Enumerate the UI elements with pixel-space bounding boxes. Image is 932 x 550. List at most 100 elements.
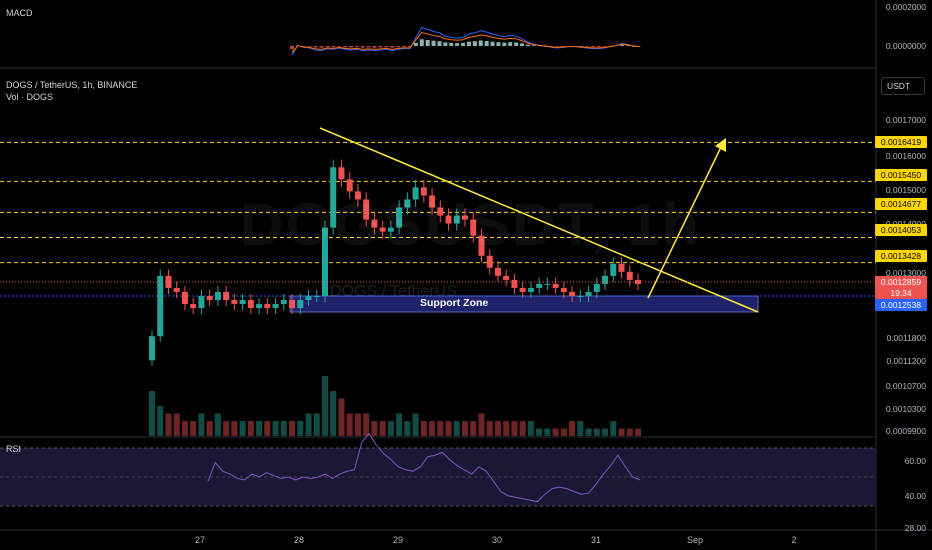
volume-bar <box>231 421 238 436</box>
volume-bar <box>437 421 444 436</box>
candle-body <box>437 207 444 216</box>
volume-bar <box>214 413 221 436</box>
macd-histogram-bar <box>343 46 348 48</box>
candle-body <box>338 167 345 180</box>
volume-bar <box>354 413 361 436</box>
macd-histogram-bar <box>290 46 294 50</box>
macd-histogram-bar <box>584 46 589 47</box>
level-badge: 0.0016419 <box>875 136 927 148</box>
candle-body <box>569 291 576 296</box>
volume-bar <box>305 413 312 436</box>
volume-bar <box>297 421 304 436</box>
rsi-axis-tick: 60.00 <box>904 456 926 466</box>
volume-bar <box>181 421 188 436</box>
volume-bar <box>346 413 353 436</box>
rsi-line <box>207 432 641 503</box>
volume-bar <box>560 428 567 436</box>
projection-arrowhead <box>715 138 726 152</box>
macd-histogram-bar <box>425 40 430 46</box>
macd-histogram-bar <box>319 46 324 48</box>
macd-histogram-bar <box>484 40 489 46</box>
currency-button[interactable]: USDT <box>881 77 925 95</box>
volume-bar <box>618 428 625 436</box>
candle-body <box>486 255 493 268</box>
macd-histogram-bar <box>472 41 477 46</box>
candle-body <box>149 336 155 361</box>
volume-bar <box>470 421 477 436</box>
projection-arrow[interactable] <box>647 144 723 299</box>
time-axis-tick: Sep <box>686 535 704 545</box>
candle-body <box>396 207 403 228</box>
volume-bar <box>626 428 633 436</box>
macd-histogram-bar <box>620 45 625 46</box>
volume-bar <box>256 421 263 436</box>
volume-bar <box>280 421 287 436</box>
macd-histogram-bar <box>520 43 525 46</box>
macd-label[interactable]: MACD <box>6 8 33 18</box>
candle-body <box>527 287 534 292</box>
candle-body <box>181 291 188 305</box>
candle-body <box>272 304 279 309</box>
candle-body <box>453 215 460 224</box>
candle-body <box>552 283 559 288</box>
price-axis-tick: 0.0015000 <box>885 185 926 195</box>
candle-body <box>544 283 551 285</box>
volume-bar <box>486 421 493 436</box>
volume-bar <box>552 428 559 436</box>
volume-bar <box>321 376 328 436</box>
macd-histogram-bar <box>313 46 318 48</box>
macd-line <box>291 26 641 56</box>
time-axis-tick: 29 <box>392 535 404 545</box>
time-axis-tick: 28 <box>293 535 305 545</box>
candle-body <box>313 295 320 297</box>
candle-body <box>470 219 477 236</box>
macd-histogram-bar <box>307 46 312 47</box>
time-axis-tick: 27 <box>194 535 206 545</box>
macd-histogram-bar <box>384 46 389 48</box>
symbol-title[interactable]: DOGS / TetherUS, 1h, BINANCE <box>6 80 138 90</box>
candle-body <box>206 295 213 300</box>
candle-body <box>363 199 370 220</box>
macd-histogram-bar <box>478 40 483 46</box>
candle-body <box>231 300 238 305</box>
candle-body <box>577 295 584 297</box>
volume-bar <box>264 421 271 436</box>
volume-bar <box>379 421 386 436</box>
level-badge: 0.0014677 <box>875 198 927 210</box>
volume-bar <box>223 421 230 436</box>
volume-bar <box>635 428 641 436</box>
volume-bar <box>602 428 609 436</box>
candle-body <box>602 275 609 284</box>
candle-body <box>264 304 271 309</box>
macd-histogram-bar <box>508 42 513 46</box>
volume-bar <box>396 413 403 436</box>
macd-histogram-bar <box>437 41 442 46</box>
candle-body <box>412 187 419 200</box>
candle-body <box>223 291 230 300</box>
level-badge: 0.0013428 <box>875 250 927 262</box>
rsi-label[interactable]: RSI <box>6 444 22 454</box>
time-axis-tick: 31 <box>590 535 602 545</box>
time-axis-tick: 30 <box>491 535 503 545</box>
volume-bar <box>536 428 543 436</box>
macd-histogram-bar <box>531 45 536 46</box>
candle-body <box>297 300 304 309</box>
descending-trendline[interactable] <box>319 127 759 313</box>
signal-line <box>291 31 641 54</box>
rsi-axis-tick: 28.00 <box>904 523 926 533</box>
volume-bar <box>149 391 155 436</box>
level-badge: 0.0015450 <box>875 169 927 181</box>
volume-bar <box>198 413 205 436</box>
candle-body <box>247 300 254 309</box>
macd-indicator <box>290 26 642 56</box>
candle-body <box>346 179 353 192</box>
volume-bar <box>527 421 534 436</box>
time-axis-tick: 2 <box>791 535 797 545</box>
candle-body <box>214 291 221 300</box>
resistance-levels <box>0 141 876 264</box>
candle-body <box>404 199 411 208</box>
volume-bar <box>610 421 617 436</box>
volume-label[interactable]: Vol · DOGS <box>6 92 54 102</box>
candle-body <box>462 215 469 220</box>
